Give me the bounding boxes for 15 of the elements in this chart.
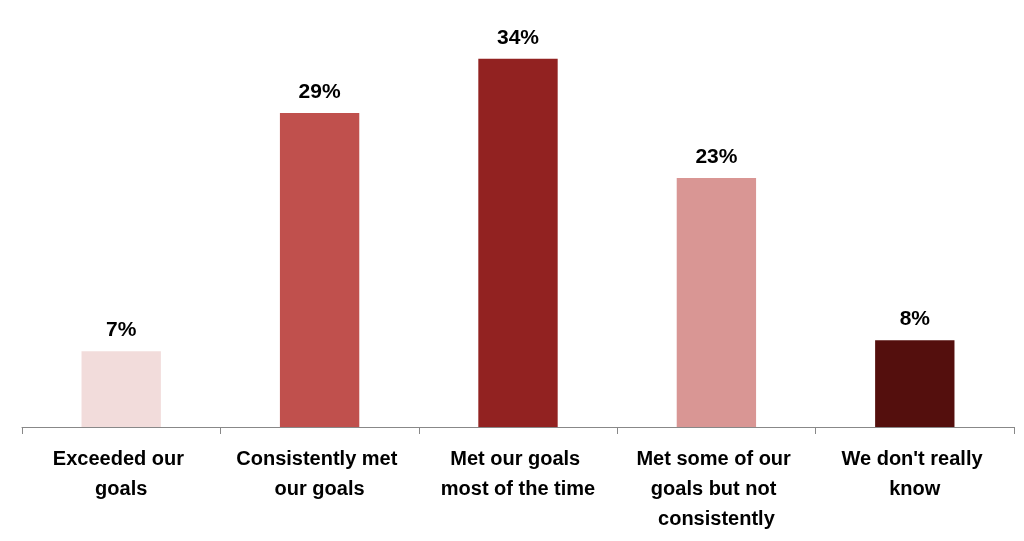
bar: [279, 112, 360, 427]
x-tick-label: Consistently met our goals: [236, 447, 403, 499]
bar: [676, 177, 757, 427]
x-tick-label: We don't really know: [841, 447, 989, 499]
x-tick-label: Exceeded our goals: [52, 447, 190, 499]
data-label: 8%: [899, 306, 931, 330]
data-label: 7%: [106, 317, 137, 341]
data-label: 23%: [695, 143, 738, 167]
data-label: 29%: [298, 78, 341, 102]
x-tick-label: Met some of our goals but not consistently: [636, 447, 797, 529]
bar: [81, 351, 161, 427]
x-tick-label: Met our goals most of the time: [440, 447, 596, 499]
bar: [875, 340, 955, 427]
data-label: 34%: [496, 24, 540, 48]
bar: [478, 58, 558, 427]
